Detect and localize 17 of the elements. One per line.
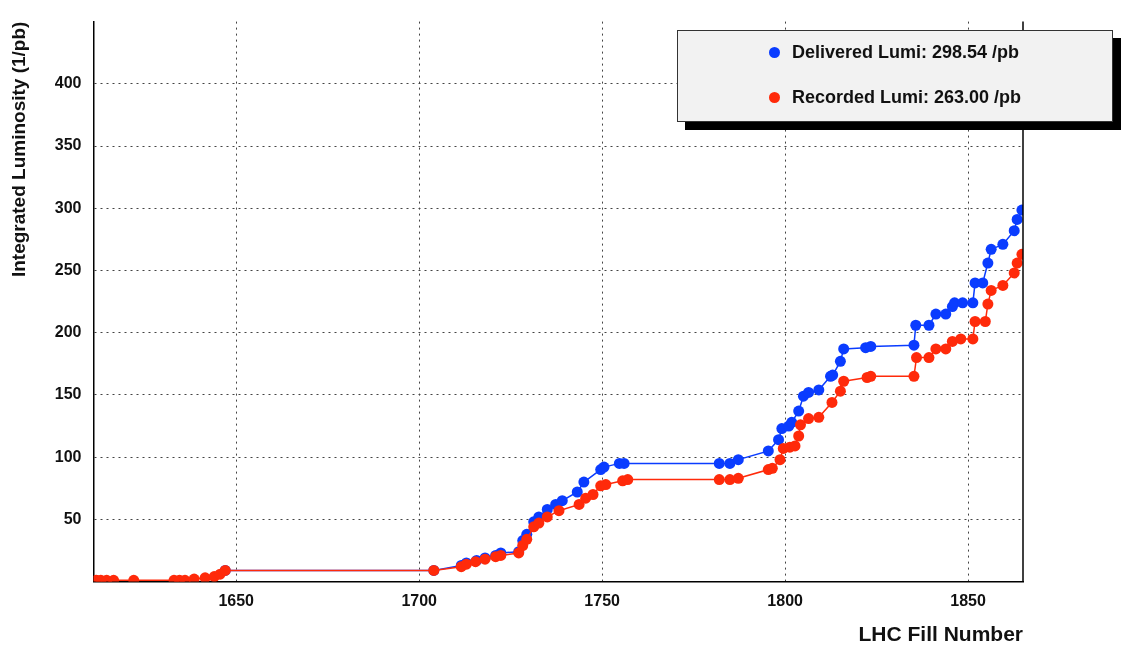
y-tick-label: 250 bbox=[54, 260, 82, 278]
x-axis-title: LHC Fill Number bbox=[858, 622, 1023, 646]
y-tick-label: 350 bbox=[54, 136, 82, 154]
y-tick-label: 150 bbox=[54, 385, 82, 403]
x-tick-label: 1650 bbox=[218, 591, 255, 609]
x-tick-label: 1850 bbox=[950, 591, 987, 609]
legend-label: Delivered Lumi: 298.54 /pb bbox=[792, 42, 1020, 63]
y-tick-label: 300 bbox=[54, 198, 82, 216]
x-tick-label: 1750 bbox=[584, 591, 621, 609]
x-tick-label: 1800 bbox=[767, 591, 804, 609]
legend-label: Recorded Lumi: 263.00 /pb bbox=[792, 87, 1022, 108]
x-tick-label: 1700 bbox=[401, 591, 438, 609]
y-tick-label: 400 bbox=[54, 74, 82, 92]
y-tick-label: 100 bbox=[54, 447, 82, 465]
y-tick-label: 200 bbox=[54, 323, 82, 341]
y-tick-label: 50 bbox=[63, 509, 82, 527]
y-axis-title: Integrated Luminosity (1/pb) bbox=[7, 21, 29, 278]
